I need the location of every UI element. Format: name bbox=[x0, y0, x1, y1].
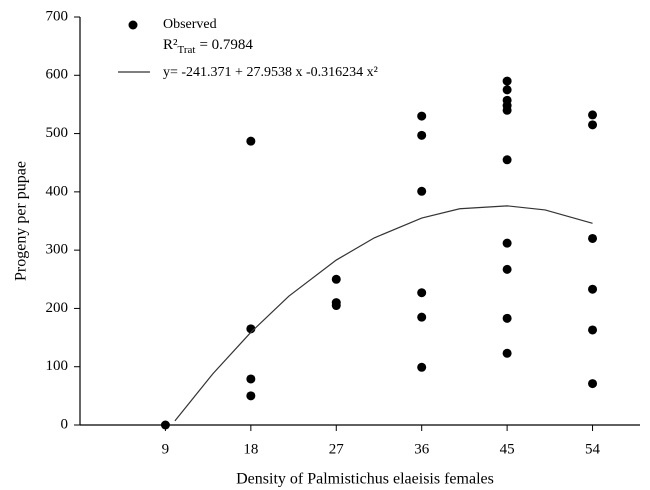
data-point bbox=[246, 324, 256, 334]
fit-curve bbox=[174, 205, 593, 422]
data-point bbox=[417, 362, 427, 372]
data-point bbox=[502, 238, 512, 248]
y-tick-label: 300 bbox=[46, 242, 69, 258]
x-tick-label: 45 bbox=[500, 441, 515, 457]
data-point bbox=[588, 233, 598, 243]
legend-marker bbox=[128, 20, 138, 30]
data-point bbox=[246, 374, 256, 384]
data-point bbox=[588, 379, 598, 389]
data-point bbox=[502, 105, 512, 115]
y-tick-label: 0 bbox=[61, 416, 69, 432]
r2-label: R² bbox=[163, 37, 178, 53]
legend-label: Observed bbox=[163, 17, 217, 32]
data-point bbox=[417, 288, 427, 298]
y-tick-label: 500 bbox=[46, 125, 69, 141]
data-point bbox=[417, 130, 427, 140]
data-point bbox=[331, 274, 341, 284]
y-tick-label: 600 bbox=[46, 67, 69, 83]
data-point bbox=[588, 325, 598, 335]
data-point bbox=[502, 76, 512, 86]
x-tick-label: 9 bbox=[162, 441, 170, 457]
data-point bbox=[246, 136, 256, 146]
data-point bbox=[502, 85, 512, 95]
y-axis-label: Progeny per pupae bbox=[13, 161, 30, 281]
y-tick-label: 200 bbox=[46, 300, 69, 316]
x-axis-label: Density of Palmistichus elaeisis females bbox=[236, 471, 494, 488]
r2-value: = 0.7984 bbox=[199, 37, 253, 53]
x-tick-label: 18 bbox=[243, 441, 258, 457]
data-point bbox=[588, 110, 598, 120]
r2-subscript: Trat bbox=[178, 44, 196, 56]
y-tick-label: 100 bbox=[46, 358, 69, 374]
data-point bbox=[246, 391, 256, 401]
data-point bbox=[502, 348, 512, 358]
y-tick-label: 400 bbox=[46, 183, 69, 199]
x-tick-label: 27 bbox=[329, 441, 345, 457]
data-point bbox=[588, 120, 598, 130]
data-point bbox=[588, 284, 598, 294]
data-point bbox=[160, 420, 170, 430]
data-point bbox=[417, 312, 427, 322]
data-point bbox=[417, 111, 427, 121]
legend-label: y= -241.371 + 27.9538 x -0.316234 x² bbox=[163, 65, 378, 80]
data-point bbox=[417, 186, 427, 196]
y-tick-label: 700 bbox=[46, 8, 69, 24]
data-point bbox=[502, 264, 512, 274]
x-tick-label: 36 bbox=[414, 441, 430, 457]
data-point bbox=[502, 155, 512, 165]
x-tick-label: 54 bbox=[585, 441, 601, 457]
data-point bbox=[502, 313, 512, 323]
data-point bbox=[331, 301, 341, 311]
r2-annotation: R²Trat = 0.7984 bbox=[163, 37, 253, 55]
